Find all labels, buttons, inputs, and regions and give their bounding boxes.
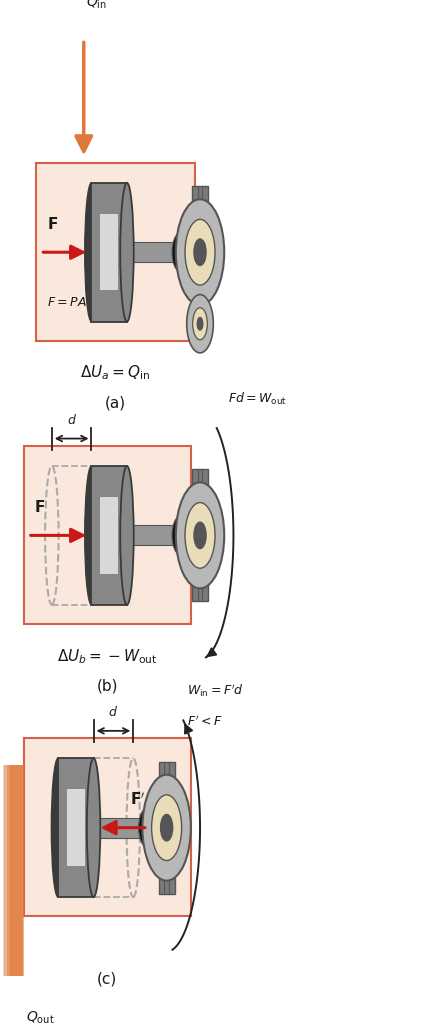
Circle shape [143,775,191,881]
Text: $\mathbf{F'}$: $\mathbf{F'}$ [130,791,146,808]
Circle shape [139,808,157,848]
Ellipse shape [78,0,89,22]
FancyBboxPatch shape [127,525,181,546]
FancyBboxPatch shape [1,765,22,998]
FancyBboxPatch shape [10,765,24,998]
Circle shape [185,219,215,285]
Text: $Fd = W_{\mathrm{out}}$: $Fd = W_{\mathrm{out}}$ [228,390,287,407]
Circle shape [151,795,181,860]
Text: $W_{\mathrm{in}} = F'd$: $W_{\mathrm{in}} = F'd$ [187,682,244,699]
Circle shape [194,239,206,265]
FancyBboxPatch shape [192,186,208,318]
Ellipse shape [51,758,65,897]
FancyBboxPatch shape [4,765,23,998]
Circle shape [172,232,190,272]
Ellipse shape [85,183,98,322]
Ellipse shape [120,183,134,322]
Ellipse shape [87,758,100,897]
FancyBboxPatch shape [192,469,208,601]
FancyBboxPatch shape [93,817,148,838]
Circle shape [193,308,207,340]
Text: (c): (c) [97,971,117,986]
Text: $Q_{\mathrm{in}}$: $Q_{\mathrm{in}}$ [86,0,107,11]
Circle shape [197,317,203,330]
FancyBboxPatch shape [24,445,191,624]
Text: $\Delta U_a = Q_{\mathrm{in}}$: $\Delta U_a = Q_{\mathrm{in}}$ [80,364,151,382]
Circle shape [161,814,173,841]
Text: $\mathbf{F}$: $\mathbf{F}$ [34,500,45,515]
Ellipse shape [75,0,93,35]
Circle shape [176,200,224,305]
FancyBboxPatch shape [100,214,118,291]
FancyBboxPatch shape [24,738,191,916]
Circle shape [172,515,190,555]
Text: $\mathbf{F}$: $\mathbf{F}$ [47,216,58,232]
Text: $d$: $d$ [67,413,77,427]
Ellipse shape [77,0,91,28]
Circle shape [194,522,206,549]
FancyBboxPatch shape [67,790,85,866]
Circle shape [185,503,215,568]
Text: (b): (b) [96,679,118,694]
Text: $Q_{\mathrm{out}}$: $Q_{\mathrm{out}}$ [26,1010,55,1024]
FancyBboxPatch shape [7,765,23,998]
Ellipse shape [85,466,98,605]
Text: $\Delta U_b = -W_{\mathrm{out}}$: $\Delta U_b = -W_{\mathrm{out}}$ [57,647,157,666]
Circle shape [176,482,224,589]
FancyBboxPatch shape [127,242,181,262]
FancyBboxPatch shape [91,466,127,605]
Text: $F = PA$: $F = PA$ [47,296,86,309]
FancyBboxPatch shape [36,163,195,341]
Text: $F' < F$: $F' < F$ [187,715,222,729]
Ellipse shape [120,466,134,605]
Text: (a): (a) [105,395,126,411]
FancyBboxPatch shape [58,758,93,897]
Circle shape [187,295,213,353]
FancyBboxPatch shape [100,498,118,573]
Text: $d$: $d$ [108,705,118,719]
FancyBboxPatch shape [159,762,175,894]
FancyBboxPatch shape [91,183,127,322]
FancyBboxPatch shape [0,765,22,998]
